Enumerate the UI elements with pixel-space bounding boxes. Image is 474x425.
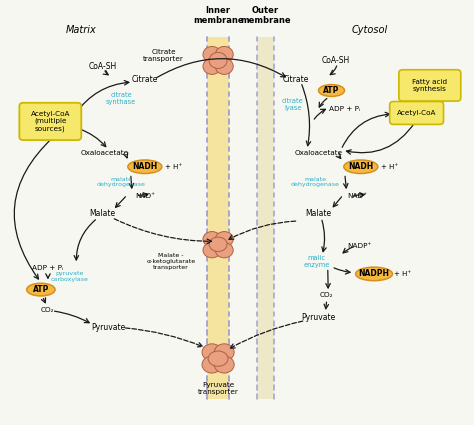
- Ellipse shape: [209, 52, 227, 68]
- Ellipse shape: [203, 243, 221, 258]
- Text: Citrate
transporter: Citrate transporter: [143, 49, 184, 62]
- Text: CO₂: CO₂: [40, 307, 54, 313]
- Text: Fatty acid
synthesis: Fatty acid synthesis: [412, 79, 447, 92]
- Ellipse shape: [319, 85, 345, 96]
- Ellipse shape: [215, 232, 233, 247]
- Text: Inner
membrane: Inner membrane: [193, 6, 244, 25]
- FancyBboxPatch shape: [399, 70, 461, 101]
- Ellipse shape: [215, 46, 233, 62]
- Text: NADH: NADH: [348, 162, 374, 171]
- Text: Acetyl-CoA
(multiple
sources): Acetyl-CoA (multiple sources): [30, 111, 70, 132]
- Ellipse shape: [203, 58, 221, 74]
- FancyBboxPatch shape: [19, 103, 81, 140]
- Text: Oxaloacetate: Oxaloacetate: [81, 150, 129, 156]
- Ellipse shape: [203, 232, 221, 247]
- Ellipse shape: [203, 46, 221, 62]
- Ellipse shape: [202, 344, 222, 361]
- Text: citrate
synthase: citrate synthase: [106, 92, 137, 105]
- Text: citrate
lyase: citrate lyase: [282, 98, 304, 111]
- Text: NAD⁺: NAD⁺: [135, 193, 155, 198]
- Text: malate
dehydrogenase: malate dehydrogenase: [291, 177, 339, 187]
- Text: Citrate: Citrate: [283, 74, 309, 84]
- Text: Malate: Malate: [305, 209, 331, 218]
- Text: CO₂: CO₂: [320, 292, 334, 298]
- Text: Cytosol: Cytosol: [351, 26, 387, 35]
- Text: pyruvate
carboxylase: pyruvate carboxylase: [50, 272, 88, 282]
- Text: Pyruvate: Pyruvate: [301, 313, 336, 322]
- Text: malate
dehydrogenase: malate dehydrogenase: [97, 177, 146, 187]
- Text: + H⁺: + H⁺: [394, 271, 411, 277]
- Ellipse shape: [215, 243, 233, 258]
- FancyBboxPatch shape: [390, 102, 444, 125]
- Text: Acetyl-CoA: Acetyl-CoA: [397, 110, 437, 116]
- Text: + H⁺: + H⁺: [381, 164, 398, 170]
- Text: NADP⁺: NADP⁺: [348, 244, 372, 249]
- Ellipse shape: [128, 160, 162, 173]
- Ellipse shape: [356, 267, 392, 280]
- Ellipse shape: [208, 351, 228, 366]
- FancyBboxPatch shape: [257, 37, 274, 399]
- Text: Malate: Malate: [89, 209, 115, 218]
- Text: ATP: ATP: [323, 86, 340, 95]
- Text: Malate -
α-ketoglutarate
transporter: Malate - α-ketoglutarate transporter: [146, 253, 195, 269]
- Text: Citrate: Citrate: [132, 74, 158, 84]
- Ellipse shape: [344, 160, 378, 173]
- Text: ATP: ATP: [33, 285, 49, 294]
- Text: Pyruvate
transporter: Pyruvate transporter: [198, 382, 238, 395]
- Text: ADP + Pᵢ: ADP + Pᵢ: [329, 106, 360, 112]
- Ellipse shape: [214, 344, 234, 361]
- Ellipse shape: [27, 283, 55, 296]
- Text: NADH: NADH: [132, 162, 157, 171]
- Text: Oxaloacetate: Oxaloacetate: [294, 150, 342, 156]
- Ellipse shape: [209, 237, 227, 252]
- Ellipse shape: [215, 58, 233, 74]
- Text: NAD⁺: NAD⁺: [347, 193, 367, 198]
- Text: NADPH: NADPH: [358, 269, 390, 278]
- Text: malic
enzyme: malic enzyme: [303, 255, 329, 268]
- Ellipse shape: [202, 356, 222, 373]
- Text: ADP + Pᵢ: ADP + Pᵢ: [32, 265, 64, 271]
- Text: + H⁺: + H⁺: [165, 164, 182, 170]
- FancyBboxPatch shape: [207, 37, 229, 399]
- Text: Pyruvate: Pyruvate: [91, 323, 126, 332]
- Text: Outer
membrane: Outer membrane: [240, 6, 291, 25]
- Text: CoA-SH: CoA-SH: [322, 57, 350, 65]
- Text: CoA-SH: CoA-SH: [88, 62, 117, 71]
- Ellipse shape: [214, 356, 234, 373]
- Text: Matrix: Matrix: [66, 26, 96, 35]
